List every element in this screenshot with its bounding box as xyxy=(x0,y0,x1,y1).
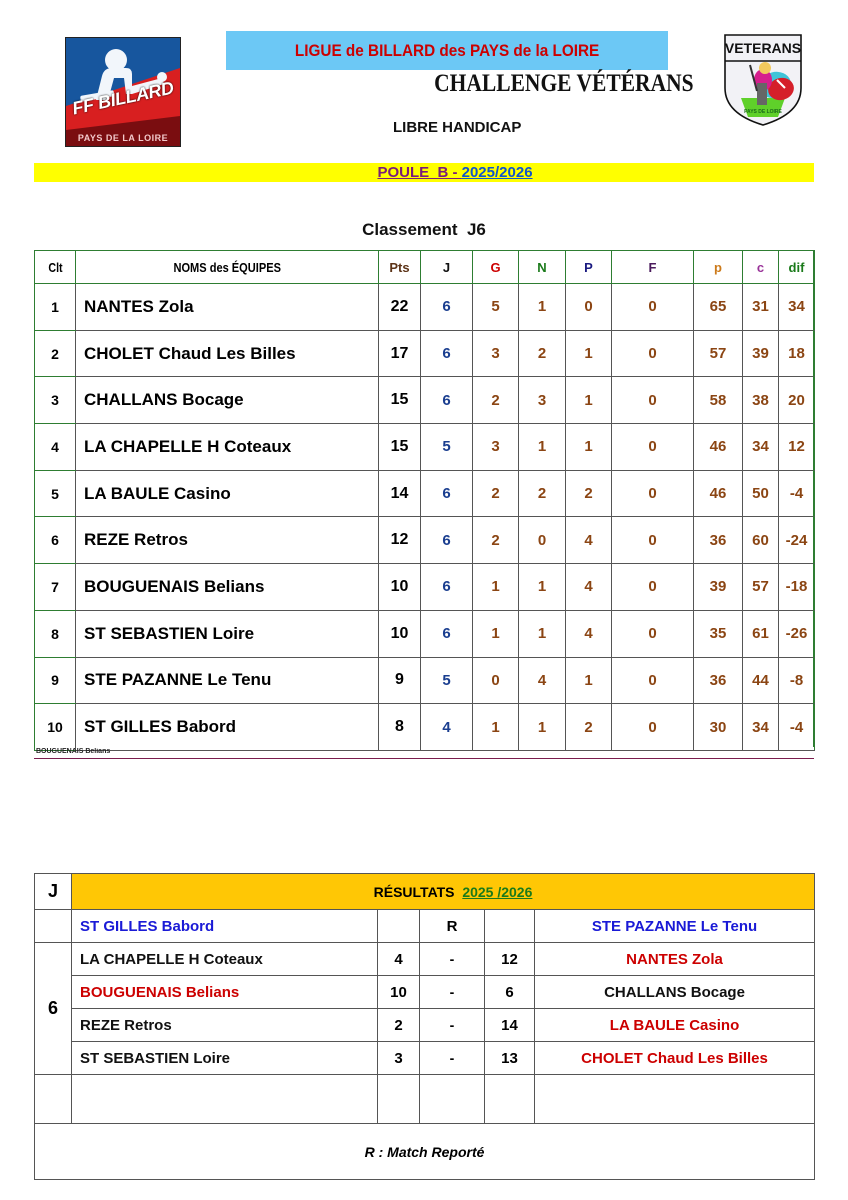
svg-text:VETERANS: VETERANS xyxy=(725,40,801,56)
svg-text:PAYS DE LOIRE: PAYS DE LOIRE xyxy=(744,109,782,115)
